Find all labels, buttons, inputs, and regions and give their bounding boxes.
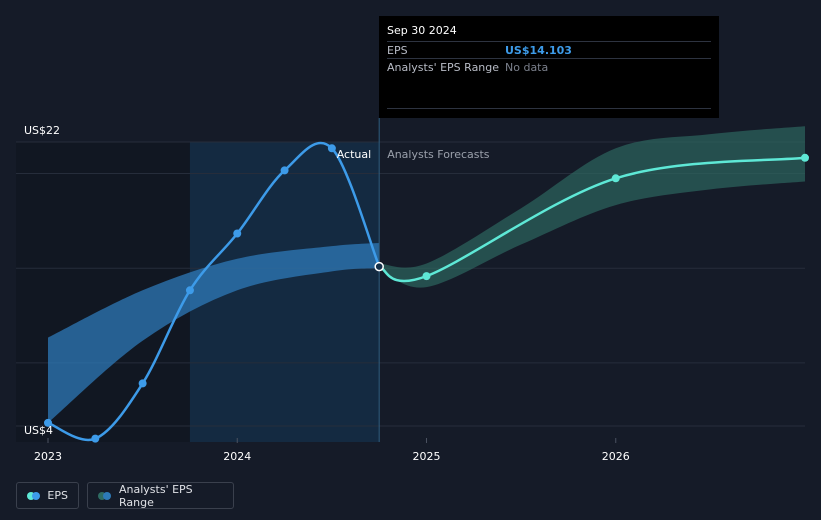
x-tick-label: 2025 [413, 450, 441, 463]
tooltip-divider [387, 108, 711, 109]
eps-point [138, 379, 147, 388]
eps-points [44, 144, 809, 443]
forecast-region-label: Analysts Forecasts [387, 148, 490, 161]
eps-series-line [378, 156, 806, 283]
eps-point [91, 434, 100, 443]
eps-range-bands [48, 126, 805, 423]
tooltip-eps-label: EPS [387, 44, 408, 57]
eps-point [611, 174, 620, 183]
eps-point [422, 272, 431, 281]
eps-point-selected [374, 261, 384, 272]
eps-swatch-icon [27, 491, 40, 500]
tooltip-eps-row: EPS US$14.103 [387, 41, 711, 59]
x-axis-labels: 2023 2024 2025 2026 [34, 438, 630, 463]
eps-point [44, 418, 52, 427]
legend-eps-button[interactable]: EPS [16, 482, 79, 509]
tooltip-range-row: Analysts' EPS Range No data [387, 58, 711, 76]
eps-point [327, 144, 336, 153]
legend-eps-label: EPS [47, 489, 68, 502]
eps-point [801, 153, 809, 162]
tooltip: Sep 30 2024 EPS US$14.103 Analysts' EPS … [379, 16, 719, 118]
eps-range-band [379, 126, 805, 288]
actual-region-label: Actual [337, 148, 371, 161]
legend-range-button[interactable]: Analysts' EPS Range [87, 482, 234, 509]
tooltip-range-label: Analysts' EPS Range [387, 61, 500, 74]
eps-range-band [48, 242, 380, 423]
x-tick-label: 2023 [34, 450, 62, 463]
legend-range-label: Analysts' EPS Range [119, 482, 193, 509]
y-tick-label: US$22 [24, 124, 60, 137]
tooltip-date: Sep 30 2024 [387, 24, 457, 37]
range-swatch-icon [98, 491, 111, 500]
tooltip-eps-value: US$14.103 [505, 44, 572, 57]
tooltip-range-value: No data [505, 61, 549, 74]
x-tick-label: 2026 [602, 450, 630, 463]
y-axis-labels: US$22 US$4 [24, 124, 60, 437]
eps-point [185, 286, 194, 295]
x-tick-label: 2024 [223, 450, 251, 463]
eps-point [233, 229, 242, 238]
eps-point [280, 166, 289, 175]
y-tick-label: US$4 [24, 424, 53, 437]
